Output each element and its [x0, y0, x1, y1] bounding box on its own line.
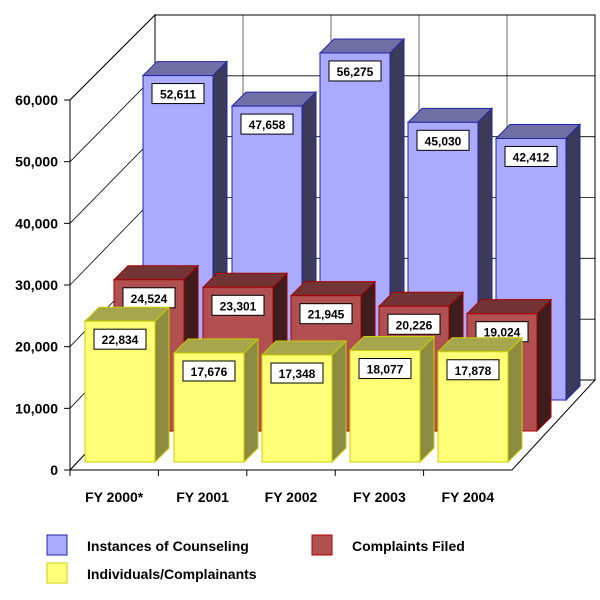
gridline-left: [69, 14, 156, 101]
data-label-box: [504, 145, 558, 167]
legend-item: Individuals/Complainants: [46, 562, 257, 584]
data-label: 56,275: [337, 65, 374, 79]
x-tick-label: FY 2001: [176, 489, 229, 505]
bar: 17,676: [172, 337, 260, 464]
y-tick-label: 0: [50, 462, 58, 478]
legend: Instances of Counseling Complaints Filed I…: [46, 534, 465, 584]
data-label-box: [211, 294, 265, 316]
bar-side: [419, 335, 435, 464]
data-label: 22,834: [102, 333, 139, 347]
gridline-left: [69, 136, 156, 224]
data-label: 17,878: [455, 364, 492, 378]
data-label: 47,658: [249, 118, 286, 132]
data-label-box: [328, 60, 382, 82]
data-label: 42,412: [513, 150, 550, 164]
legend-label: Individuals/Complainants: [87, 566, 257, 582]
legend-label: Complaints Filed: [352, 538, 465, 554]
bar: 17,878: [436, 336, 524, 464]
legend-label: Instances of Counseling: [87, 538, 249, 554]
data-label-box: [299, 303, 353, 325]
data-label-box: [93, 328, 147, 350]
legend-swatch: [46, 534, 68, 556]
x-tick-label: FY 2002: [265, 489, 318, 505]
data-label: 45,030: [425, 134, 462, 148]
y-tick-label: 30,000: [15, 277, 58, 293]
y-tick-label: 10,000: [15, 400, 58, 416]
data-label: 24,524: [131, 292, 168, 306]
data-label: 18,077: [367, 363, 404, 377]
gridline-left: [69, 75, 156, 162]
data-label-box: [151, 83, 205, 105]
bar-side: [243, 337, 259, 464]
data-label-box: [270, 362, 324, 384]
data-label: 20,226: [396, 318, 433, 332]
bar-side: [507, 336, 523, 464]
bar-side: [154, 305, 170, 464]
data-label: 17,348: [279, 367, 316, 381]
x-tick-label: FY 2000*: [85, 489, 144, 505]
data-label-box: [182, 360, 236, 382]
y-axis: 0 10,000 20,000 30,000 40,000 50,000 60,000: [15, 92, 70, 478]
y-tick-label: 40,000: [15, 215, 58, 231]
bar-side: [565, 123, 581, 402]
data-label: 17,676: [191, 365, 228, 379]
y-tick-label: 20,000: [15, 339, 58, 355]
x-tick-label: FY 2004: [441, 489, 494, 505]
x-axis: FY 2000* FY 2001 FY 2002 FY 2003 FY 2004: [69, 470, 494, 505]
data-label-box: [387, 313, 441, 335]
bar-side: [536, 298, 552, 433]
data-label-box: [240, 113, 294, 135]
bar: 17,348: [260, 339, 348, 464]
data-label: 52,611: [160, 88, 196, 102]
bars: 52,611 47,658 56,275 45,030 42,412 24,524 23,3…: [83, 37, 582, 464]
legend-swatch: [46, 562, 68, 584]
data-label: 21,945: [308, 308, 345, 322]
x-tick-label: FY 2003: [353, 489, 406, 505]
legend-swatch: [311, 534, 333, 556]
y-tick-label: 60,000: [15, 92, 58, 108]
data-label: 19,024: [484, 326, 521, 340]
y-tick-label: 50,000: [15, 154, 58, 170]
legend-item: Complaints Filed: [311, 534, 465, 556]
bar: 22,834: [83, 305, 171, 464]
data-label-box: [446, 359, 500, 381]
data-label-box: [416, 129, 470, 151]
data-label-box: [358, 358, 412, 380]
legend-item: Instances of Counseling: [46, 534, 249, 556]
bar-side: [331, 339, 347, 464]
bar: 18,077: [348, 335, 436, 464]
gridline-left: [69, 197, 156, 286]
data-label: 23,301: [220, 299, 257, 313]
